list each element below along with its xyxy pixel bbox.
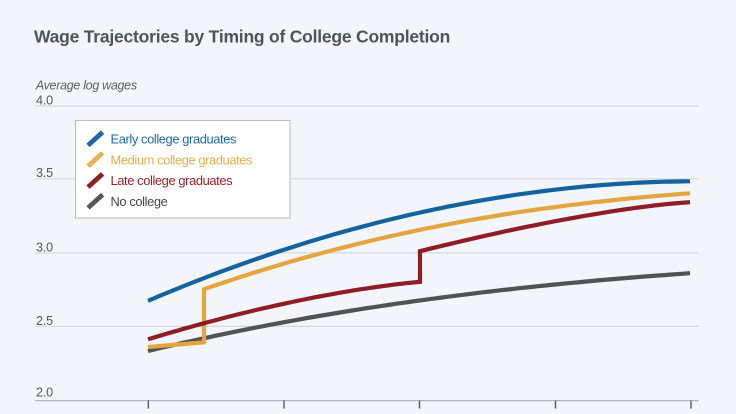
svg-text:Late college graduates: Late college graduates: [111, 173, 233, 188]
svg-text:3.5: 3.5: [36, 166, 53, 180]
svg-text:3.0: 3.0: [36, 240, 53, 254]
svg-text:2.5: 2.5: [36, 314, 53, 328]
svg-text:2.0: 2.0: [36, 385, 53, 399]
svg-text:Wage Trajectories by Timing of: Wage Trajectories by Timing of College C…: [34, 26, 450, 46]
svg-text:Average log wages: Average log wages: [35, 79, 137, 93]
svg-text:Early college graduates: Early college graduates: [111, 132, 237, 147]
svg-text:4.0: 4.0: [36, 93, 53, 107]
svg-text:Medium college graduates: Medium college graduates: [111, 152, 253, 167]
svg-text:No college: No college: [111, 194, 168, 209]
